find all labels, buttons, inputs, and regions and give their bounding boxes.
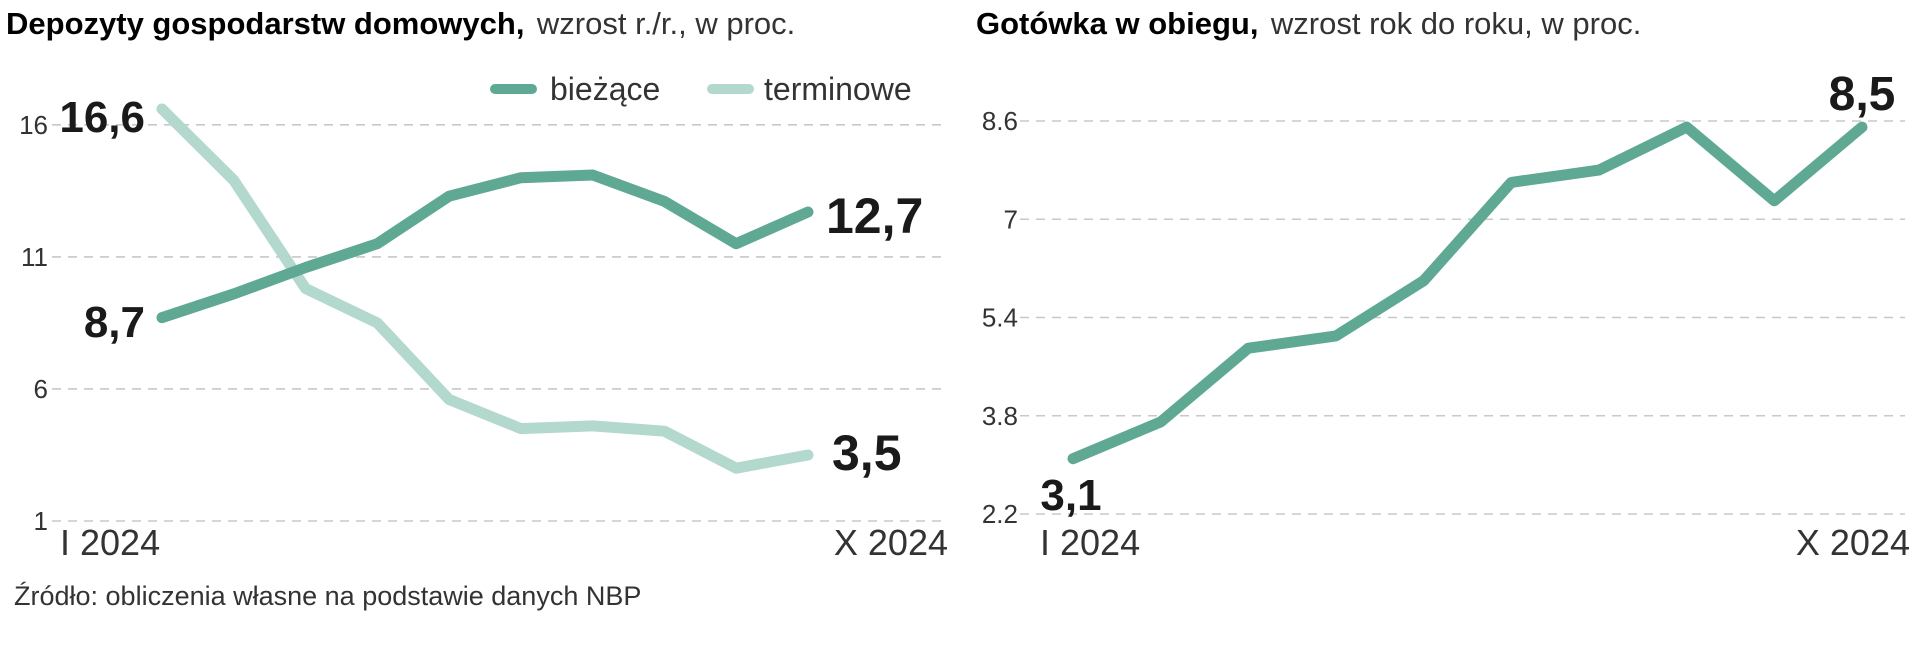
- source-note: Źródło: obliczenia własne na podstawie d…: [14, 581, 641, 611]
- x-tick-label: I 2024: [1040, 522, 1140, 563]
- data-label: 8,7: [84, 298, 145, 347]
- y-tick-label: 3.8: [982, 401, 1018, 431]
- x-tick-label: I 2024: [60, 522, 160, 563]
- data-label: 3,5: [832, 425, 902, 481]
- data-label: 3,1: [1040, 471, 1101, 520]
- y-tick-label: 1: [34, 506, 48, 536]
- series-line-biezace: [156, 169, 814, 324]
- right-chart-plot: 2.2 3.8 5.4 7 8.6 I 2024 X 2024 3,1 8,5: [982, 68, 1910, 563]
- x-tick-label: X 2024: [834, 522, 948, 563]
- data-label: 16,6: [59, 93, 145, 142]
- y-tick-label: 11: [21, 242, 48, 272]
- series-line-terminowe: [156, 103, 814, 474]
- y-tick-label: 5.4: [982, 303, 1018, 333]
- data-label: 12,7: [826, 188, 923, 244]
- right-chart-heading: Gotówka w obiegu, wzrost rok do roku, w …: [976, 6, 1641, 41]
- left-chart-heading: Depozyty gospodarstw domowych, wzrost r.…: [6, 6, 795, 41]
- right-chart-subtitle: wzrost rok do roku, w proc.: [1270, 6, 1641, 41]
- y-tick-label: 2.2: [982, 499, 1018, 529]
- y-tick-label: 6: [34, 374, 48, 404]
- legend-label-biezace: bieżące: [550, 71, 660, 107]
- x-tick-label: X 2024: [1796, 522, 1910, 563]
- legend-label-terminowe: terminowe: [764, 71, 912, 107]
- y-tick-label: 8.6: [982, 106, 1018, 136]
- right-chart-title: Gotówka w obiegu,: [976, 6, 1258, 41]
- y-tick-label: 16: [19, 110, 48, 140]
- data-label: 8,5: [1829, 68, 1896, 121]
- left-chart-title: Depozyty gospodarstw domowych,: [6, 6, 524, 41]
- y-tick-label: 7: [1004, 204, 1018, 234]
- series-line-biezace: [1067, 121, 1868, 465]
- left-chart-subtitle: wzrost r./r., w proc.: [536, 6, 795, 41]
- left-chart-legend: bieżące terminowe: [490, 71, 912, 107]
